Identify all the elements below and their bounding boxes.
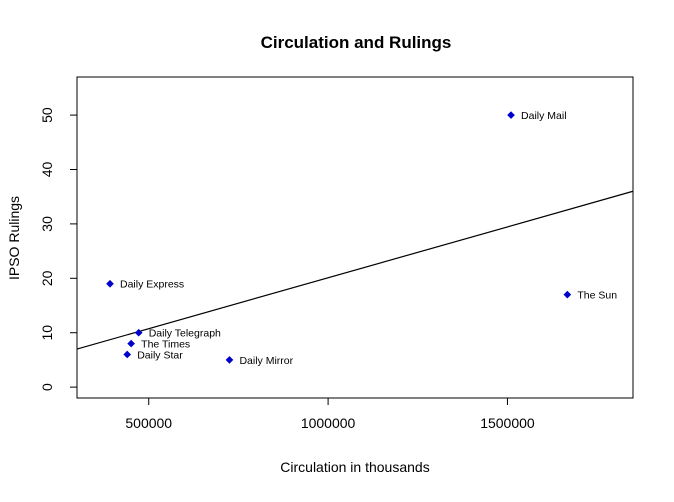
y-axis: 0 10 20 30 40 50 xyxy=(39,107,78,391)
data-point xyxy=(134,328,143,337)
point-label: Daily Mirror xyxy=(239,355,293,367)
y-tick-label: 40 xyxy=(39,161,55,177)
point-label: Daily Express xyxy=(120,279,184,291)
point-label: Daily Star xyxy=(137,349,183,361)
x-tick-label: 1500000 xyxy=(480,415,535,431)
y-axis-label: IPSO Rulings xyxy=(6,196,22,280)
regression-line-group xyxy=(76,190,634,350)
point-label: Daily Mail xyxy=(521,110,567,122)
x-axis-label: Circulation in thousands xyxy=(280,459,429,475)
point-label: Daily Telegraph xyxy=(149,328,221,340)
y-tick-label: 20 xyxy=(39,270,55,286)
y-tick-label: 30 xyxy=(39,216,55,232)
data-point xyxy=(225,356,234,364)
data-point xyxy=(106,279,114,288)
data-point xyxy=(563,290,572,299)
x-tick-label: 500000 xyxy=(125,415,172,431)
x-tick-label: 1000000 xyxy=(301,415,356,431)
data-point xyxy=(123,350,132,359)
chart-title: Circulation and Rulings xyxy=(261,33,452,52)
point-label: The Sun xyxy=(577,290,617,302)
data-point xyxy=(127,339,135,348)
data-points: Daily Mail Daily Express The Sun Daily Tele… xyxy=(106,110,617,367)
y-tick-label: 0 xyxy=(39,383,55,391)
x-axis: 500000 1000000 1500000 xyxy=(125,397,535,431)
y-tick-label: 50 xyxy=(39,107,55,123)
regression-line xyxy=(76,190,634,350)
y-tick-label: 10 xyxy=(39,325,55,341)
point-label: The Times xyxy=(141,339,190,351)
data-point xyxy=(507,111,515,119)
